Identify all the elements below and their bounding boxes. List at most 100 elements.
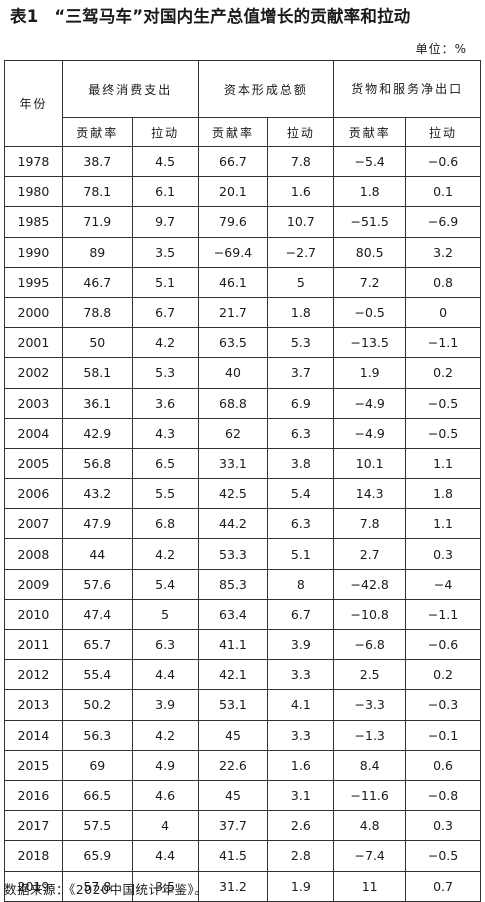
table-row: 2001 50 4.2 63.5 5.3 −13.5 −1.1 bbox=[4, 327, 481, 359]
table-row: 2013 50.2 3.9 53.1 4.1 −3.3 −0.3 bbox=[4, 689, 481, 721]
cell-consumption-rate: 69 bbox=[61, 749, 133, 781]
cell-export-rate: 10.1 bbox=[333, 447, 407, 480]
table-title: 表1 “三驾马车”对国内生产总值增长的贡献率和拉动 bbox=[10, 4, 480, 30]
cell-export-rate: 1.8 bbox=[333, 176, 407, 208]
cell-capital-rate: 37.7 bbox=[197, 810, 269, 842]
table-label: 表1 bbox=[10, 7, 39, 26]
cell-consumption-pull: 6.1 bbox=[131, 176, 199, 208]
cell-consumption-rate: 71.9 bbox=[61, 206, 133, 238]
header-sub-pull: 拉动 bbox=[267, 117, 335, 147]
cell-export-pull: 1.1 bbox=[405, 508, 481, 540]
cell-capital-rate: 22.6 bbox=[197, 749, 269, 781]
cell-consumption-pull: 4.4 bbox=[131, 659, 199, 691]
cell-consumption-rate: 47.9 bbox=[61, 508, 133, 540]
cell-consumption-pull: 5.5 bbox=[131, 478, 199, 510]
table-row: 2012 55.4 4.4 42.1 3.3 2.5 0.2 bbox=[4, 659, 481, 691]
cell-year: 1985 bbox=[4, 206, 63, 238]
cell-export-rate: −42.8 bbox=[333, 568, 407, 600]
cell-export-pull: 0.6 bbox=[405, 749, 481, 781]
cell-capital-rate: 46.1 bbox=[197, 266, 269, 298]
cell-consumption-rate: 57.8 bbox=[61, 870, 133, 902]
table-row: 2007 47.9 6.8 44.2 6.3 7.8 1.1 bbox=[4, 508, 481, 540]
cell-capital-pull: 6.9 bbox=[267, 387, 335, 419]
cell-export-pull: 1.1 bbox=[405, 447, 481, 480]
header-sub-contribution: 贡献率 bbox=[333, 117, 407, 147]
cell-export-pull: −0.6 bbox=[405, 145, 481, 178]
cell-consumption-rate: 44 bbox=[61, 538, 133, 570]
cell-capital-pull: 1.6 bbox=[267, 749, 335, 781]
cell-export-pull: −0.6 bbox=[405, 628, 481, 661]
cell-year: 2004 bbox=[4, 417, 63, 449]
cell-consumption-rate: 78.8 bbox=[61, 296, 133, 329]
header-capital: 资本形成总额 bbox=[197, 60, 335, 118]
cell-consumption-rate: 65.9 bbox=[61, 840, 133, 872]
table-row: 2008 44 4.2 53.3 5.1 2.7 0.3 bbox=[4, 538, 481, 570]
cell-export-pull: 0.3 bbox=[405, 538, 481, 570]
cell-consumption-rate: 55.4 bbox=[61, 659, 133, 691]
cell-capital-pull: 3.9 bbox=[267, 628, 335, 661]
table-row: 2014 56.3 4.2 45 3.3 −1.3 −0.1 bbox=[4, 719, 481, 751]
table-row: 1985 71.9 9.7 79.6 10.7 −51.5 −6.9 bbox=[4, 206, 481, 238]
table-row: 2004 42.9 4.3 62 6.3 −4.9 −0.5 bbox=[4, 417, 481, 449]
cell-year: 2017 bbox=[4, 810, 63, 842]
cell-year: 2002 bbox=[4, 357, 63, 389]
cell-capital-rate: 20.1 bbox=[197, 176, 269, 208]
cell-consumption-rate: 89 bbox=[61, 236, 133, 268]
cell-export-pull: −0.8 bbox=[405, 779, 481, 812]
cell-capital-rate: 79.6 bbox=[197, 206, 269, 238]
table-row: 2002 58.1 5.3 40 3.7 1.9 0.2 bbox=[4, 357, 481, 389]
cell-export-rate: −7.4 bbox=[333, 840, 407, 872]
table-title-text: “三驾马车”对国内生产总值增长的贡献率和拉动 bbox=[54, 7, 411, 26]
cell-capital-pull: 3.8 bbox=[267, 447, 335, 480]
cell-capital-rate: 42.1 bbox=[197, 659, 269, 691]
table-body: 1978 38.7 4.5 66.7 7.8 −5.4 −0.6 1980 78.1 6.1 20.… bbox=[4, 145, 481, 902]
cell-consumption-rate: 57.5 bbox=[61, 810, 133, 842]
cell-capital-rate: 45 bbox=[197, 779, 269, 812]
cell-export-rate: 2.5 bbox=[333, 659, 407, 691]
table-row: 2017 57.5 4 37.7 2.6 4.8 0.3 bbox=[4, 810, 481, 842]
cell-consumption-rate: 57.6 bbox=[61, 568, 133, 600]
cell-consumption-pull: 4.2 bbox=[131, 719, 199, 751]
header-consumption: 最终消费支出 bbox=[61, 60, 199, 118]
cell-consumption-pull: 5.3 bbox=[131, 357, 199, 389]
cell-capital-pull: 1.8 bbox=[267, 296, 335, 329]
cell-export-rate: 14.3 bbox=[333, 478, 407, 510]
cell-export-pull: −0.5 bbox=[405, 417, 481, 449]
cell-capital-rate: 44.2 bbox=[197, 508, 269, 540]
cell-consumption-pull: 9.7 bbox=[131, 206, 199, 238]
cell-capital-rate: 62 bbox=[197, 417, 269, 449]
cell-capital-rate: 63.5 bbox=[197, 327, 269, 359]
cell-consumption-pull: 5 bbox=[131, 598, 199, 631]
table-row: 2011 65.7 6.3 41.1 3.9 −6.8 −0.6 bbox=[4, 628, 481, 661]
cell-consumption-pull: 3.9 bbox=[131, 689, 199, 721]
table-row: 2016 66.5 4.6 45 3.1 −11.6 −0.8 bbox=[4, 779, 481, 812]
cell-capital-pull: 1.9 bbox=[267, 870, 335, 902]
table-row: 2009 57.6 5.4 85.3 8 −42.8 −4 bbox=[4, 568, 481, 600]
cell-year: 2003 bbox=[4, 387, 63, 419]
cell-export-pull: 0.2 bbox=[405, 659, 481, 691]
cell-consumption-pull: 4.6 bbox=[131, 779, 199, 812]
cell-capital-rate: 41.1 bbox=[197, 628, 269, 661]
header-sub-contribution: 贡献率 bbox=[197, 117, 269, 147]
cell-consumption-rate: 38.7 bbox=[61, 145, 133, 178]
header-sub-pull: 拉动 bbox=[405, 117, 481, 147]
unit-label: 单位：% bbox=[415, 42, 467, 56]
cell-capital-rate: 42.5 bbox=[197, 478, 269, 510]
cell-export-pull: 1.8 bbox=[405, 478, 481, 510]
cell-year: 2019 bbox=[4, 870, 63, 902]
header-row-groups: 年份 最终消费支出 资本形成总额 货物和服务净出口 bbox=[4, 60, 481, 147]
cell-export-rate: 11 bbox=[333, 870, 407, 902]
cell-capital-rate: 66.7 bbox=[197, 145, 269, 178]
cell-export-rate: −6.8 bbox=[333, 628, 407, 661]
cell-consumption-rate: 36.1 bbox=[61, 387, 133, 419]
cell-export-rate: −11.6 bbox=[333, 779, 407, 812]
cell-year: 2013 bbox=[4, 689, 63, 721]
cell-export-rate: −1.3 bbox=[333, 719, 407, 751]
contribution-table: 年份 最终消费支出 资本形成总额 货物和服务净出口 贡献率 拉动 贡献率 拉动 … bbox=[4, 60, 481, 902]
cell-consumption-rate: 65.7 bbox=[61, 628, 133, 661]
cell-consumption-pull: 4.2 bbox=[131, 538, 199, 570]
cell-year: 2010 bbox=[4, 598, 63, 631]
cell-export-rate: −4.9 bbox=[333, 417, 407, 449]
cell-year: 2009 bbox=[4, 568, 63, 600]
cell-export-pull: 0 bbox=[405, 296, 481, 329]
